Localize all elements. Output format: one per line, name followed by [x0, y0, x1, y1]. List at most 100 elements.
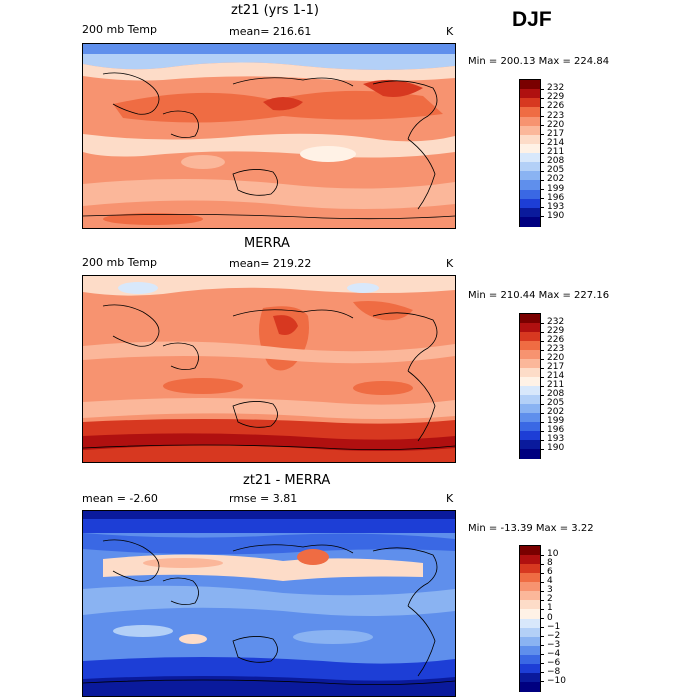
colorbar-tick	[540, 681, 544, 683]
colorbar-swatch	[520, 645, 540, 656]
colorbar-label: −10	[547, 675, 566, 686]
colorbar-label: −8	[547, 666, 561, 677]
colorbar-tick	[540, 663, 544, 665]
colorbar-swatch	[520, 153, 540, 163]
colorbar-tick	[540, 627, 544, 629]
colorbar-swatch	[520, 609, 540, 619]
panel-1-units-label: K	[446, 25, 454, 38]
colorbar-tick	[540, 599, 544, 601]
colorbar-swatch	[520, 80, 540, 90]
colorbar-tick	[540, 608, 544, 610]
colorbar-tick	[540, 672, 544, 674]
colorbar-tick	[540, 143, 544, 145]
colorbar-swatch	[520, 636, 540, 647]
panel-2-minmax: Min = 210.44 Max = 227.16	[468, 290, 610, 301]
colorbar-swatch	[520, 323, 540, 333]
colorbar-label: 217	[547, 128, 565, 139]
colorbar-tick	[540, 394, 544, 396]
colorbar-swatch	[520, 440, 540, 450]
colorbar-tick	[540, 358, 544, 360]
colorbar-label: 220	[547, 353, 565, 363]
colorbar-tick	[540, 125, 544, 127]
colorbar-tick	[540, 403, 544, 405]
colorbar-label: 199	[547, 416, 565, 426]
colorbar-tick	[540, 88, 544, 90]
panel-3-units-label: K	[446, 492, 454, 505]
colorbar-swatch	[520, 350, 540, 360]
colorbar-label: −1	[547, 621, 561, 632]
colorbar-label: 4	[547, 576, 553, 587]
colorbar-tick	[540, 412, 544, 414]
colorbar-swatch	[520, 600, 540, 610]
colorbar-swatch	[520, 198, 540, 209]
colorbar-swatch	[520, 341, 540, 351]
colorbar-swatch	[520, 143, 540, 154]
colorbar-tick	[540, 367, 544, 369]
colorbar-label: 205	[547, 165, 565, 176]
colorbar-label: 229	[547, 92, 565, 103]
colorbar-swatch	[520, 207, 540, 218]
colorbar-swatch	[520, 162, 540, 172]
colorbar-swatch	[520, 618, 540, 629]
colorbar-tick	[540, 134, 544, 136]
colorbar-label: 1	[547, 603, 553, 614]
colorbar-swatch	[520, 377, 540, 387]
colorbar-tick	[540, 618, 544, 619]
colorbar-swatch	[520, 189, 540, 200]
colorbar-label: 214	[547, 137, 565, 148]
panel-3-colorbar: 10 8 6 4 3 2 1 0 −1 −2 −3 −4 −6 −8 −10	[519, 545, 566, 692]
colorbar-tick	[540, 572, 544, 574]
panel-3-rmse-label: rmse = 3.81	[229, 492, 298, 505]
colorbar-swatch	[520, 359, 540, 369]
colorbar-label: −4	[547, 648, 561, 659]
colorbar-label: 208	[547, 389, 565, 399]
colorbar-swatch	[520, 314, 540, 324]
colorbar-tick	[540, 563, 544, 565]
colorbar-tick	[540, 439, 544, 441]
colorbar-label: 196	[547, 425, 565, 435]
colorbar-label: 223	[547, 344, 565, 354]
colorbar-label: 3	[547, 585, 553, 596]
colorbar-label: 208	[547, 156, 565, 167]
colorbar-label: 232	[547, 317, 565, 327]
colorbar-swatch	[520, 134, 540, 145]
colorbar-swatch	[520, 591, 540, 601]
colorbar-tick	[540, 322, 544, 324]
colorbar-swatch	[520, 180, 540, 190]
colorbar-tick	[540, 385, 544, 387]
colorbar-tick	[540, 179, 544, 181]
colorbar-swatch	[520, 386, 540, 396]
colorbar-swatch	[520, 404, 540, 414]
colorbar-label: 190	[547, 210, 565, 221]
panel-3-map	[82, 510, 456, 697]
colorbar-label: 190	[547, 443, 565, 453]
colorbar-label: 226	[547, 101, 565, 112]
colorbar-label: 6	[547, 567, 553, 578]
colorbar-label: −3	[547, 639, 561, 650]
colorbar-tick	[540, 645, 544, 647]
colorbar-swatch	[520, 555, 540, 565]
colorbar-label: −2	[547, 630, 561, 641]
colorbar-label: 196	[547, 192, 565, 203]
colorbar-swatch	[520, 663, 540, 674]
panel-2-mean-label: mean= 219.22	[229, 257, 312, 270]
colorbar-swatch	[520, 332, 540, 342]
colorbar-label: 205	[547, 398, 565, 408]
colorbar-tick	[540, 198, 544, 200]
colorbar-swatch	[520, 368, 540, 378]
colorbar-swatch	[520, 672, 540, 683]
colorbar-label: 193	[547, 201, 565, 212]
colorbar-swatch	[520, 413, 540, 423]
colorbar-swatch	[520, 125, 540, 136]
colorbar-swatch	[520, 171, 540, 181]
panel-1-title: zt21 (yrs 1-1)	[231, 3, 319, 18]
colorbar-swatch	[520, 395, 540, 405]
colorbar-tick	[540, 106, 544, 108]
colorbar-label: 214	[547, 371, 565, 381]
colorbar-tick	[540, 207, 544, 209]
panel-1-minmax: Min = 200.13 Max = 224.84	[468, 56, 610, 67]
panel-3-minmax: Min = -13.39 Max = 3.22	[468, 523, 594, 534]
colorbar-swatch	[520, 546, 540, 556]
colorbar-tick	[540, 430, 544, 432]
colorbar-tick	[540, 636, 544, 638]
